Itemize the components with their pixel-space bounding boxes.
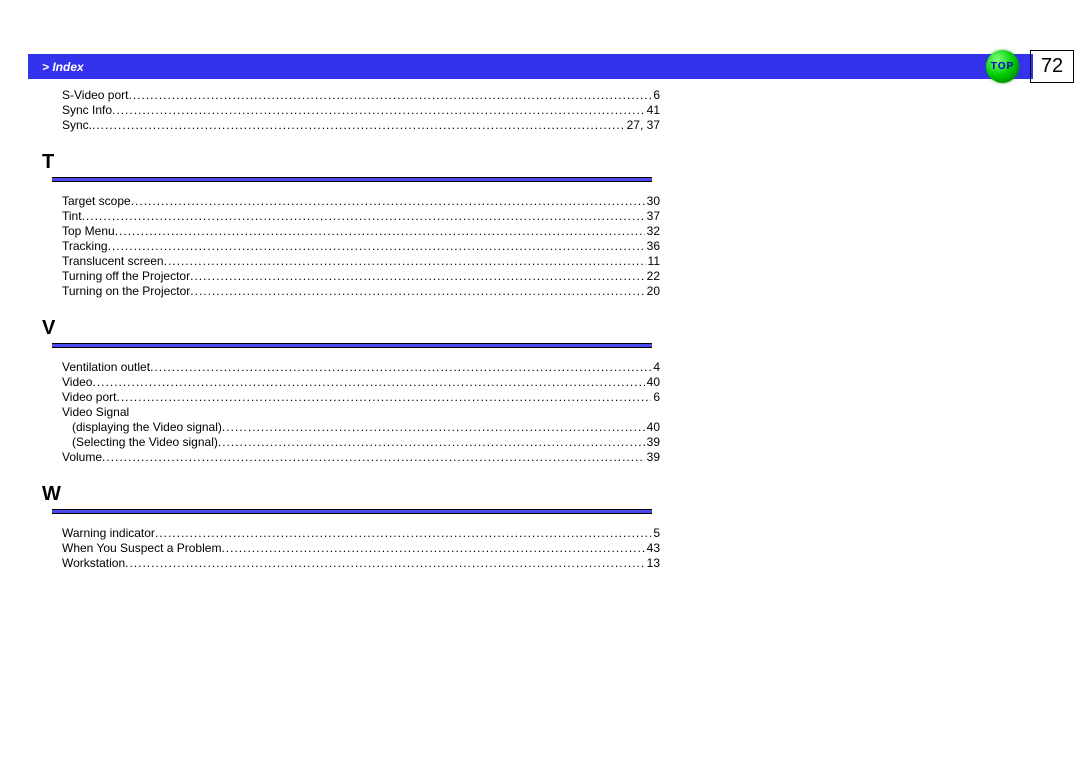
index-entry-page: 39 [645, 435, 660, 450]
section-divider [52, 509, 652, 514]
index-entry-label: Turning off the Projector [62, 269, 190, 284]
index-entry[interactable]: Tint 37 [62, 209, 660, 224]
index-entry[interactable]: Turning off the Projector 22 [62, 269, 660, 284]
index-entry-page: 20 [645, 284, 660, 299]
index-entry-leader [218, 435, 645, 450]
index-entries: Warning indicator5When You Suspect a Pro… [62, 526, 660, 571]
index-entry[interactable]: Top Menu 32 [62, 224, 660, 239]
index-entry[interactable]: Translucent screen 11 [62, 254, 660, 269]
index-entry[interactable]: (Selecting the Video signal) 39 [62, 435, 660, 450]
index-entry-leader [112, 103, 645, 118]
index-entry-page: 13 [645, 556, 660, 571]
index-entry-leader [150, 360, 651, 375]
index-entry-page: 41 [645, 103, 660, 118]
index-entry-page: 6 [651, 88, 660, 103]
index-entry-leader [164, 254, 646, 269]
index-entry[interactable]: Video Signal [62, 405, 660, 420]
index-entry-page: 6 [651, 390, 660, 405]
index-entry-page: 32 [645, 224, 660, 239]
index-entry-page: 30 [645, 194, 660, 209]
index-entry-leader [102, 450, 645, 465]
index-entry[interactable]: Video 40 [62, 375, 660, 390]
index-entry[interactable]: Volume 39 [62, 450, 660, 465]
index-entry-page: 11 [646, 254, 660, 269]
section-divider [52, 343, 652, 348]
index-entry-leader [190, 269, 645, 284]
index-entries: Target scope 30 Tint 37 Top Menu 32 Tracking 36… [62, 194, 660, 299]
index-entry[interactable]: (displaying the Video signal) 40 [62, 420, 660, 435]
index-entry-page: 22 [645, 269, 660, 284]
index-entry-page: 36 [645, 239, 660, 254]
page-number: 72 [1041, 55, 1063, 78]
index-entry-page: 40 [645, 420, 660, 435]
index-entry[interactable]: When You Suspect a Problem 43 [62, 541, 660, 556]
section-divider [52, 177, 652, 182]
index-entry-leader [155, 526, 651, 541]
index-entry-page: 5 [651, 526, 660, 541]
index-entry-leader [117, 390, 652, 405]
index-entry-page: 39 [645, 450, 660, 465]
index-entry-label: Tracking [62, 239, 108, 254]
index-entry[interactable]: Target scope 30 [62, 194, 660, 209]
index-entry-label: Target scope [62, 194, 131, 209]
index-entry-label: Top Menu [62, 224, 115, 239]
index-entry-label: Ventilation outlet [62, 360, 150, 375]
index-entry-leader [92, 118, 625, 133]
index-entry-leader [108, 239, 645, 254]
index-entry[interactable]: Ventilation outlet 4 [62, 360, 660, 375]
index-entry-leader [129, 88, 652, 103]
index-entries-initial: S-Video port 6 Sync Info 41 Sync. 27, 37 [62, 88, 660, 133]
index-entry-leader [190, 284, 644, 299]
index-entry-page: 40 [645, 375, 660, 390]
index-entry-page: 37 [645, 209, 660, 224]
index-entry[interactable]: Sync. 27, 37 [62, 118, 660, 133]
index-entry-label: Workstation [62, 556, 125, 571]
index-header-bar: > Index [28, 54, 1033, 79]
index-entry[interactable]: S-Video port 6 [62, 88, 660, 103]
index-entry-label: (Selecting the Video signal) [72, 435, 218, 450]
index-entry-label: Warning indicator [62, 526, 155, 541]
index-entry[interactable]: Workstation 13 [62, 556, 660, 571]
index-entry-label: S-Video port [62, 88, 129, 103]
index-entry-label: Turning on the Projector [62, 284, 190, 299]
section-letter: W [42, 483, 660, 506]
index-entry-page: 4 [651, 360, 660, 375]
index-entry[interactable]: Tracking 36 [62, 239, 660, 254]
index-entry[interactable]: Turning on the Projector 20 [62, 284, 660, 299]
index-entry-label: Sync Info [62, 103, 112, 118]
section-letter: T [42, 151, 660, 174]
index-entry-leader [125, 556, 645, 571]
index-entry[interactable]: Video port 6 [62, 390, 660, 405]
index-entry-label: Video Signal [62, 405, 129, 420]
index-entry-leader [82, 209, 645, 224]
index-entry-leader [115, 224, 645, 239]
index-entry-label: Sync. [62, 118, 92, 133]
index-entry-leader [131, 194, 645, 209]
index-entry-label: Tint [62, 209, 82, 224]
index-entry[interactable]: Sync Info 41 [62, 103, 660, 118]
top-button-label: TOP [991, 61, 1014, 72]
page-number-box: 72 [1030, 50, 1074, 83]
index-entry-label: Translucent screen [62, 254, 164, 269]
index-entry-label: (displaying the Video signal) [72, 420, 222, 435]
index-entry-label: Volume [62, 450, 102, 465]
index-entry-leader [222, 420, 645, 435]
index-entry-page: 43 [645, 541, 660, 556]
index-entry-leader [221, 541, 644, 556]
top-button[interactable]: TOP [986, 50, 1019, 83]
index-entry-label: Video port [62, 390, 117, 405]
section-letter: V [42, 317, 660, 340]
index-entry-leader [92, 375, 644, 390]
index-content: S-Video port 6 Sync Info 41 Sync. 27, 37 T Targ… [42, 88, 660, 571]
index-entry-page: 27, 37 [625, 118, 660, 133]
index-header-title: > Index [42, 60, 84, 74]
index-entry-label: When You Suspect a Problem [62, 541, 221, 556]
index-entry[interactable]: Warning indicator 5 [62, 526, 660, 541]
index-entries: Ventilation outlet4Video40Video port6Vid… [62, 360, 660, 465]
index-entry-label: Video [62, 375, 92, 390]
